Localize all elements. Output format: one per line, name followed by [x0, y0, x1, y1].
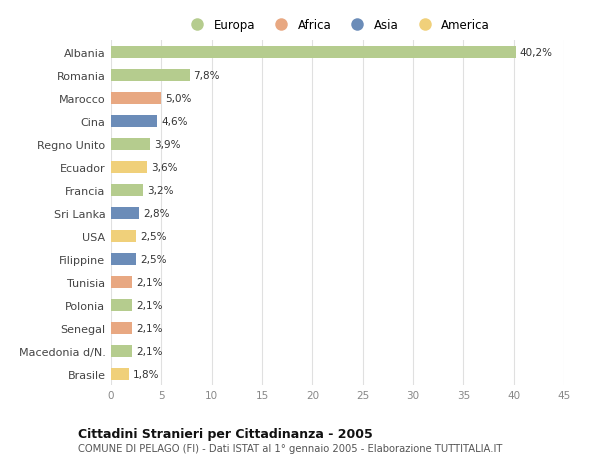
Text: 3,2%: 3,2% — [147, 185, 174, 196]
Bar — [111, 46, 515, 59]
Text: 2,1%: 2,1% — [136, 346, 163, 356]
Legend: Europa, Africa, Asia, America: Europa, Africa, Asia, America — [185, 19, 490, 32]
Text: 5,0%: 5,0% — [166, 94, 192, 104]
Text: 2,1%: 2,1% — [136, 323, 163, 333]
Text: COMUNE DI PELAGO (FI) - Dati ISTAT al 1° gennaio 2005 - Elaborazione TUTTITALIA.: COMUNE DI PELAGO (FI) - Dati ISTAT al 1°… — [78, 443, 502, 453]
Bar — [111, 92, 161, 105]
Text: 2,5%: 2,5% — [140, 254, 167, 264]
Text: 2,5%: 2,5% — [140, 231, 167, 241]
Bar — [111, 322, 132, 335]
Bar — [111, 345, 132, 358]
Bar — [111, 368, 129, 381]
Bar — [111, 69, 190, 82]
Text: 2,1%: 2,1% — [136, 277, 163, 287]
Bar — [111, 299, 132, 312]
Text: 3,9%: 3,9% — [154, 140, 181, 150]
Bar — [111, 161, 147, 174]
Text: Cittadini Stranieri per Cittadinanza - 2005: Cittadini Stranieri per Cittadinanza - 2… — [78, 427, 373, 440]
Bar — [111, 207, 139, 220]
Bar — [111, 115, 157, 128]
Text: 1,8%: 1,8% — [133, 369, 160, 379]
Bar — [111, 230, 136, 243]
Text: 40,2%: 40,2% — [520, 48, 553, 58]
Text: 2,8%: 2,8% — [143, 208, 170, 218]
Text: 3,6%: 3,6% — [151, 162, 178, 173]
Bar — [111, 184, 143, 197]
Bar — [111, 138, 150, 151]
Text: 2,1%: 2,1% — [136, 300, 163, 310]
Text: 4,6%: 4,6% — [161, 117, 188, 127]
Text: 7,8%: 7,8% — [194, 71, 220, 81]
Bar — [111, 276, 132, 289]
Bar — [111, 253, 136, 266]
